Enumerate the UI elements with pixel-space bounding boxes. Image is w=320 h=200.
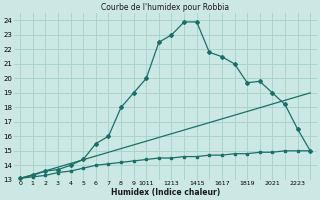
X-axis label: Humidex (Indice chaleur): Humidex (Indice chaleur) bbox=[111, 188, 220, 197]
Title: Courbe de l'humidex pour Robbia: Courbe de l'humidex pour Robbia bbox=[101, 3, 229, 12]
